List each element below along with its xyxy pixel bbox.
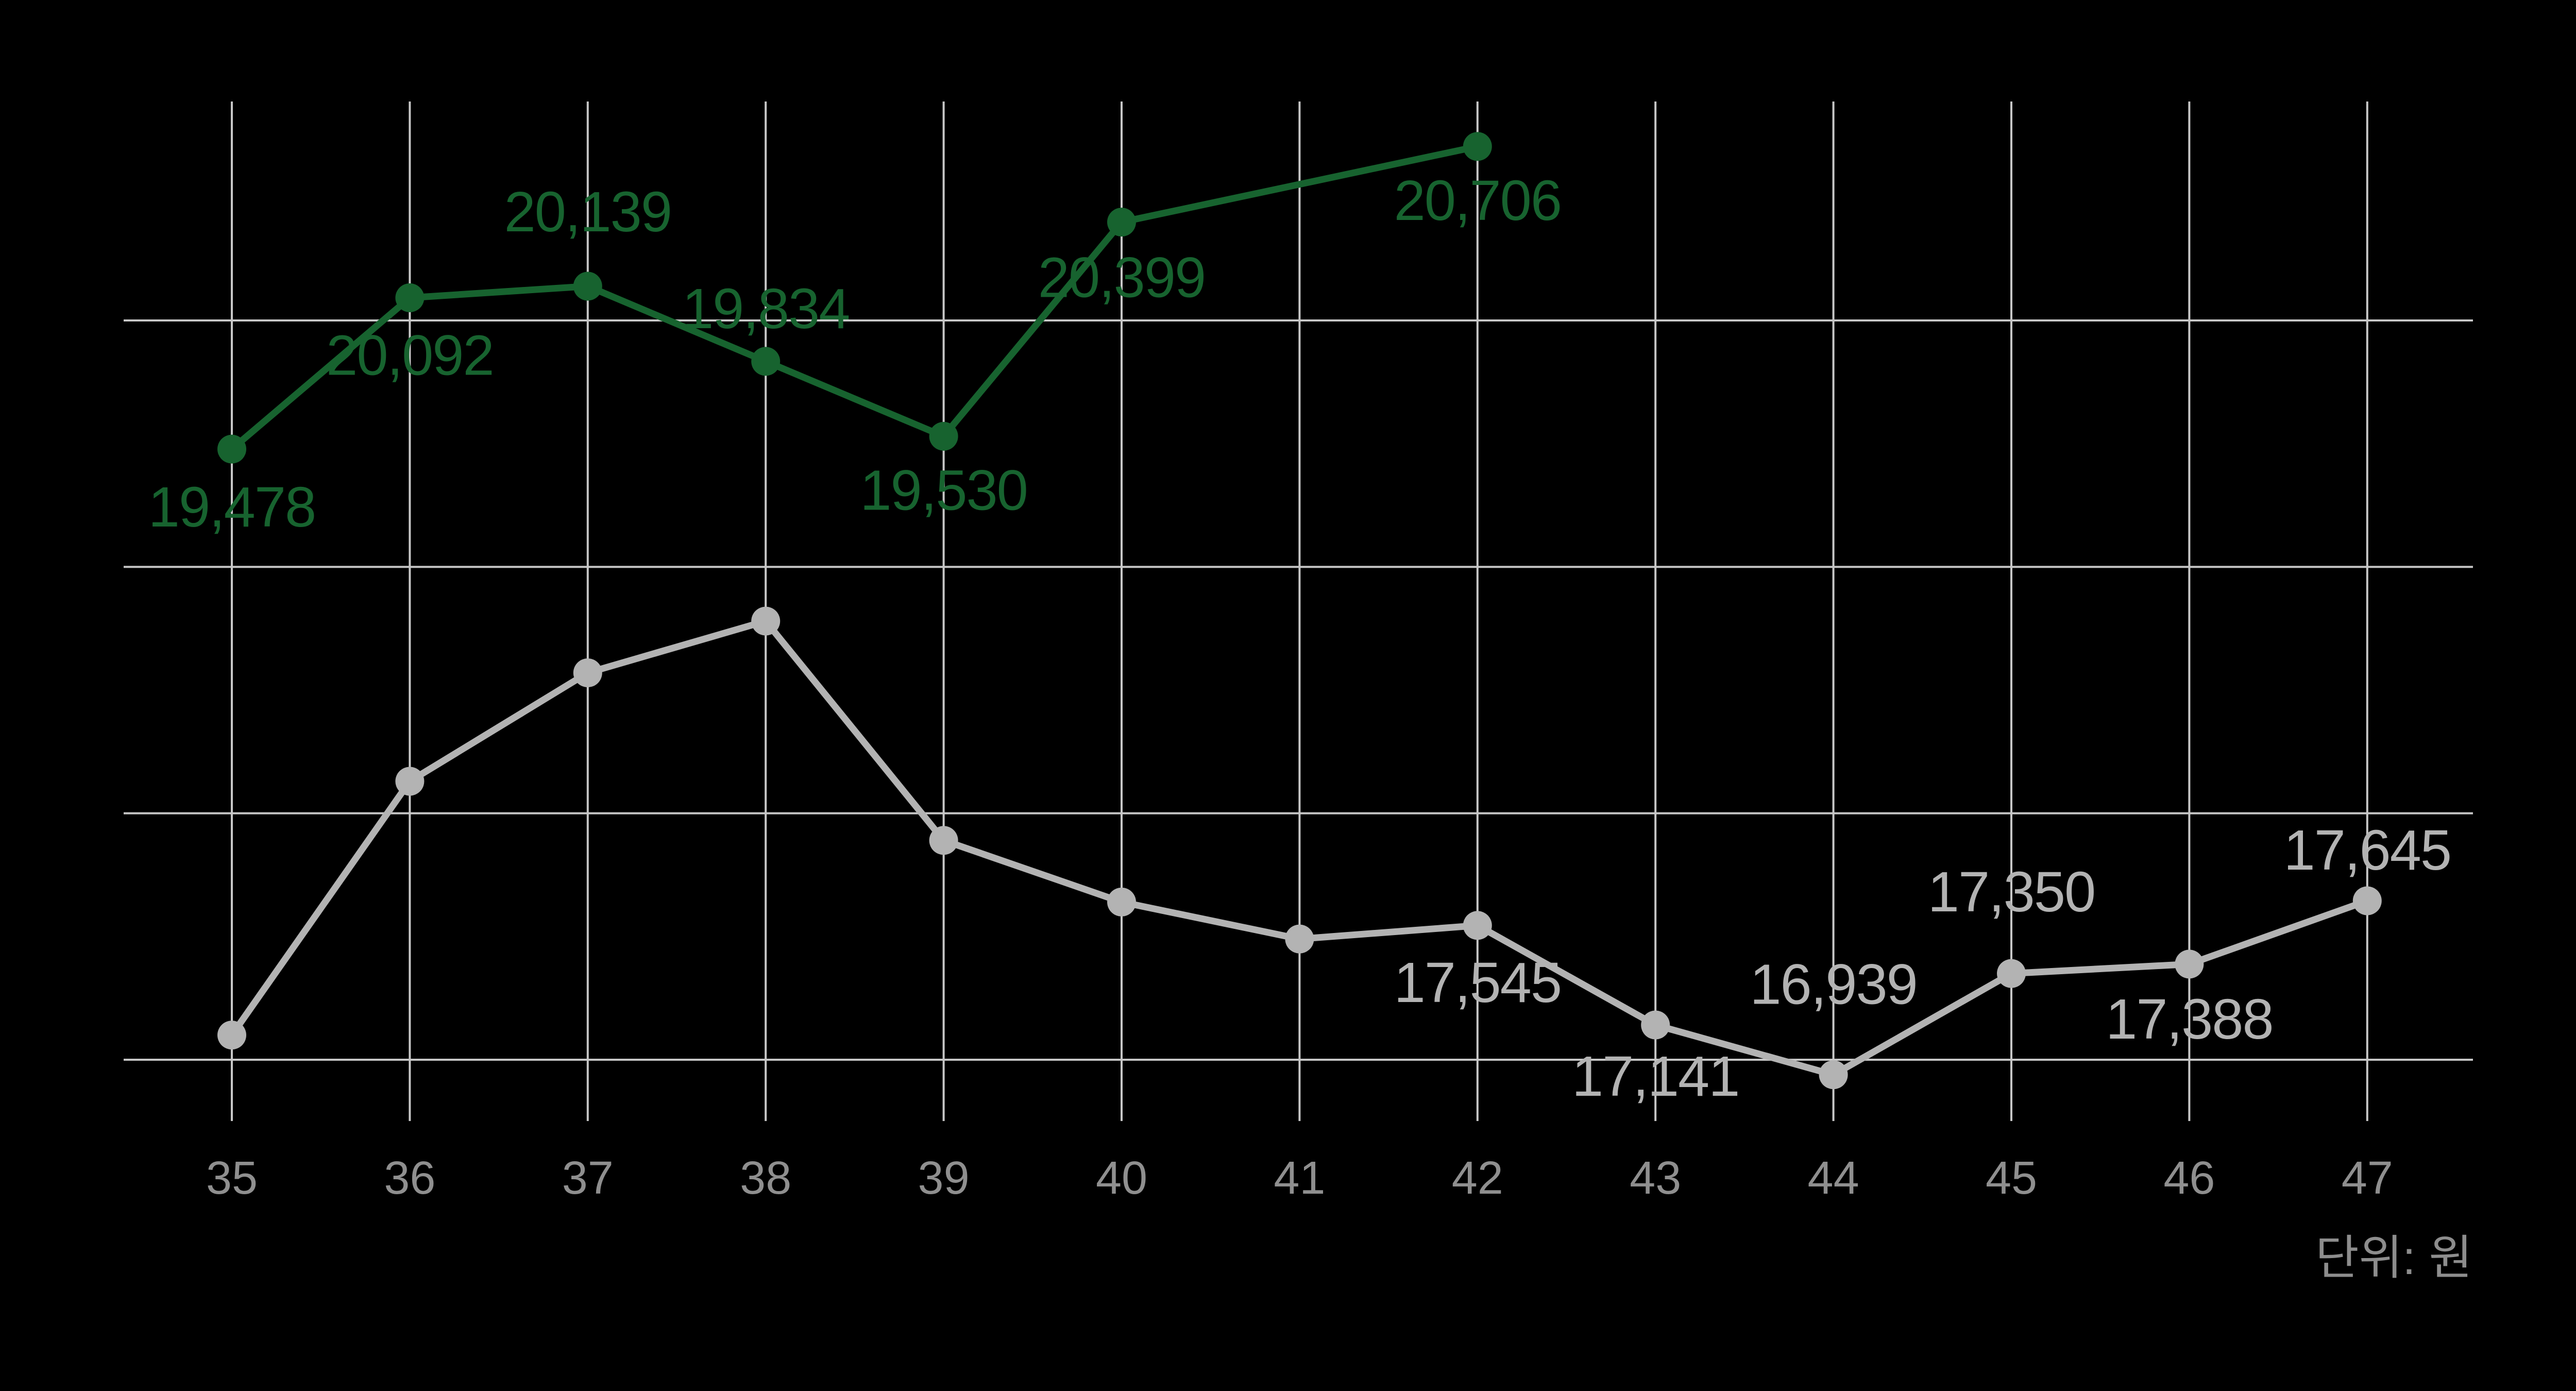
upper-green-value-label-42: 20,706 bbox=[1394, 169, 1561, 232]
lower-gray-point-37 bbox=[573, 658, 602, 688]
lower-gray-point-44 bbox=[1819, 1060, 1848, 1090]
x-axis-label-47: 47 bbox=[2342, 1152, 2393, 1204]
upper-green-point-42 bbox=[1463, 132, 1492, 161]
x-axis-label-43: 43 bbox=[1630, 1152, 1681, 1204]
lower-gray-point-43 bbox=[1641, 1010, 1670, 1040]
lower-gray-point-42 bbox=[1463, 911, 1492, 940]
lower-gray-point-45 bbox=[1997, 959, 2026, 988]
lower-gray-point-39 bbox=[929, 826, 958, 855]
x-axis-label-39: 39 bbox=[918, 1152, 970, 1204]
lower-gray-value-label-46: 17,388 bbox=[2106, 988, 2273, 1051]
x-axis-label-42: 42 bbox=[1452, 1152, 1503, 1204]
upper-green-value-label-37: 20,139 bbox=[504, 180, 671, 244]
lower-gray-value-label-42: 17,545 bbox=[1394, 951, 1561, 1014]
upper-green-point-38 bbox=[751, 347, 781, 376]
upper-green-point-40 bbox=[1107, 208, 1136, 237]
lower-gray-point-46 bbox=[2175, 949, 2204, 979]
upper-green-value-label-35: 19,478 bbox=[148, 476, 315, 539]
lower-gray-value-label-47: 17,645 bbox=[2284, 819, 2451, 882]
x-axis-label-37: 37 bbox=[562, 1152, 614, 1204]
x-axis-label-40: 40 bbox=[1096, 1152, 1147, 1204]
lower-gray-point-36 bbox=[395, 767, 425, 796]
x-axis-label-46: 46 bbox=[2163, 1152, 2215, 1204]
upper-green-value-label-36: 20,092 bbox=[326, 324, 493, 387]
x-axis-label-35: 35 bbox=[206, 1152, 258, 1204]
lower-gray-point-38 bbox=[751, 606, 781, 636]
x-axis-label-44: 44 bbox=[1808, 1152, 1859, 1204]
lower-gray-point-47 bbox=[2352, 886, 2382, 915]
upper-green-point-37 bbox=[573, 272, 602, 301]
upper-green-point-36 bbox=[395, 283, 425, 312]
x-axis-label-36: 36 bbox=[384, 1152, 435, 1204]
upper-green-point-35 bbox=[217, 434, 246, 464]
x-axis-label-41: 41 bbox=[1274, 1152, 1325, 1204]
x-axis-label-38: 38 bbox=[740, 1152, 791, 1204]
lower-gray-point-35 bbox=[217, 1021, 246, 1050]
unit-label: 단위: 원 bbox=[2315, 1232, 2472, 1284]
upper-green-value-label-39: 19,530 bbox=[860, 459, 1027, 522]
lower-gray-point-40 bbox=[1107, 887, 1136, 917]
upper-green-value-label-40: 20,399 bbox=[1038, 246, 1205, 310]
upper-green-point-39 bbox=[929, 421, 958, 451]
lower-gray-value-label-44: 16,939 bbox=[1750, 953, 1917, 1016]
lower-gray-point-41 bbox=[1285, 924, 1314, 954]
upper-green-value-label-38: 19,834 bbox=[682, 277, 849, 341]
lower-gray-value-label-43: 17,141 bbox=[1572, 1045, 1739, 1108]
x-axis-label-45: 45 bbox=[1986, 1152, 2037, 1204]
lower-gray-value-label-45: 17,350 bbox=[1928, 860, 2095, 924]
